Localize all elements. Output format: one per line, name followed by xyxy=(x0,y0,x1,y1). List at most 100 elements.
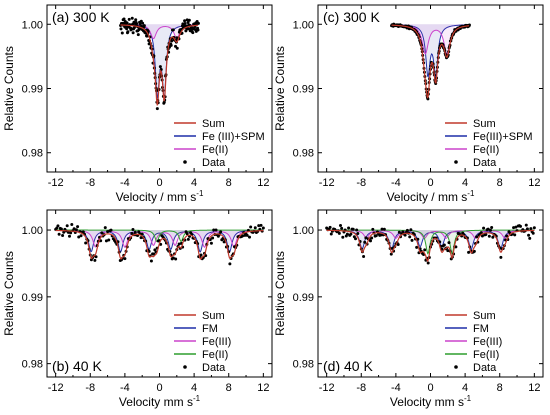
x-tick-label: -12 xyxy=(319,177,335,189)
data-point xyxy=(345,232,349,236)
data-point xyxy=(70,222,74,226)
data-point xyxy=(136,33,140,37)
x-tick-label: 4 xyxy=(462,382,468,394)
data-point xyxy=(354,237,357,241)
data-point xyxy=(104,239,108,243)
data-point xyxy=(145,34,149,38)
data-point xyxy=(125,27,129,31)
data-point xyxy=(370,236,374,240)
data-point xyxy=(186,27,190,31)
data-point xyxy=(380,227,384,231)
data-point xyxy=(356,232,360,236)
data-point xyxy=(65,224,69,228)
data-point xyxy=(191,31,195,35)
data-point xyxy=(328,225,332,229)
data-point xyxy=(127,17,131,21)
y-axis-label: Relative Counts xyxy=(273,46,287,131)
x-axis-label-sup: -1 xyxy=(193,394,201,403)
component-fill-fe-ii- xyxy=(391,24,470,54)
y-tick-label: 1.00 xyxy=(22,225,43,237)
data-point xyxy=(349,232,353,236)
data-point xyxy=(138,22,142,26)
data-point xyxy=(472,249,476,253)
data-point xyxy=(482,226,486,230)
data-point xyxy=(339,224,342,228)
data-point xyxy=(100,231,104,235)
data-point xyxy=(355,228,359,232)
data-point xyxy=(249,225,253,229)
data-point xyxy=(527,233,531,237)
data-point xyxy=(123,257,127,261)
x-tick-label: 12 xyxy=(257,177,269,189)
data-point xyxy=(489,228,492,232)
data-point xyxy=(442,243,446,247)
data-point xyxy=(499,255,503,259)
data-point xyxy=(426,261,430,265)
x-axis-label-sup: -1 xyxy=(196,189,204,198)
data-point xyxy=(532,226,536,230)
data-point xyxy=(76,225,80,229)
sum-curve xyxy=(120,24,199,106)
data-point xyxy=(94,255,98,259)
x-axis-label-sup: -1 xyxy=(467,189,475,198)
data-point xyxy=(347,226,351,230)
data-point xyxy=(171,256,175,260)
legend-label: Fe(II) xyxy=(202,144,228,156)
data-point xyxy=(258,227,262,231)
x-tick-label: -12 xyxy=(319,382,335,394)
data-point xyxy=(199,253,203,257)
data-point xyxy=(68,234,71,238)
panel-label: (b) 40 K xyxy=(52,358,102,374)
x-tick-label: 0 xyxy=(156,382,162,394)
x-tick-label: 12 xyxy=(528,177,540,189)
x-tick-label: -12 xyxy=(48,382,64,394)
data-point xyxy=(142,24,146,28)
data-point xyxy=(371,227,375,231)
x-tick-label: -8 xyxy=(356,177,366,189)
data-point xyxy=(214,228,218,232)
data-point xyxy=(505,234,509,238)
data-point xyxy=(337,231,341,235)
data-point xyxy=(186,21,190,24)
x-tick-label: -4 xyxy=(391,177,401,189)
data-point xyxy=(196,28,200,32)
sum-curve xyxy=(326,229,535,263)
data-point xyxy=(403,233,407,237)
data-point xyxy=(169,43,173,47)
data-point xyxy=(241,234,245,238)
data-point xyxy=(261,226,265,230)
data-point xyxy=(415,245,419,249)
panel-label: (a) 300 K xyxy=(52,9,110,25)
data-point xyxy=(119,27,123,31)
x-tick-label: 4 xyxy=(462,177,468,189)
data-point xyxy=(259,223,263,227)
data-point xyxy=(134,18,138,22)
data-point xyxy=(524,223,528,227)
data-point xyxy=(245,233,249,237)
plot-area xyxy=(54,222,265,266)
x-tick-label: 0 xyxy=(427,177,433,189)
data-point xyxy=(107,238,111,242)
x-tick-label: 0 xyxy=(156,177,162,189)
x-tick-label: 8 xyxy=(497,382,503,394)
data-point xyxy=(196,21,200,25)
legend-label: Sum xyxy=(202,118,225,130)
y-tick-label: 1.00 xyxy=(22,19,43,31)
data-point xyxy=(475,235,479,239)
component-curve-fe-iii- xyxy=(55,229,264,248)
y-axis-label: Relative Counts xyxy=(2,251,16,336)
data-point xyxy=(382,227,386,231)
legend-label: Sum xyxy=(202,310,225,322)
data-point xyxy=(253,226,257,230)
x-axis-label-text: Velocity / mm s xyxy=(387,190,468,204)
x-tick-label: -8 xyxy=(356,382,366,394)
x-tick-label: -4 xyxy=(120,382,130,394)
data-point xyxy=(79,234,83,238)
data-point xyxy=(133,230,137,234)
data-point xyxy=(340,226,344,230)
legend-label: Fe(II) xyxy=(473,349,499,361)
y-tick-label: 0.98 xyxy=(22,148,43,160)
data-point xyxy=(149,259,153,263)
